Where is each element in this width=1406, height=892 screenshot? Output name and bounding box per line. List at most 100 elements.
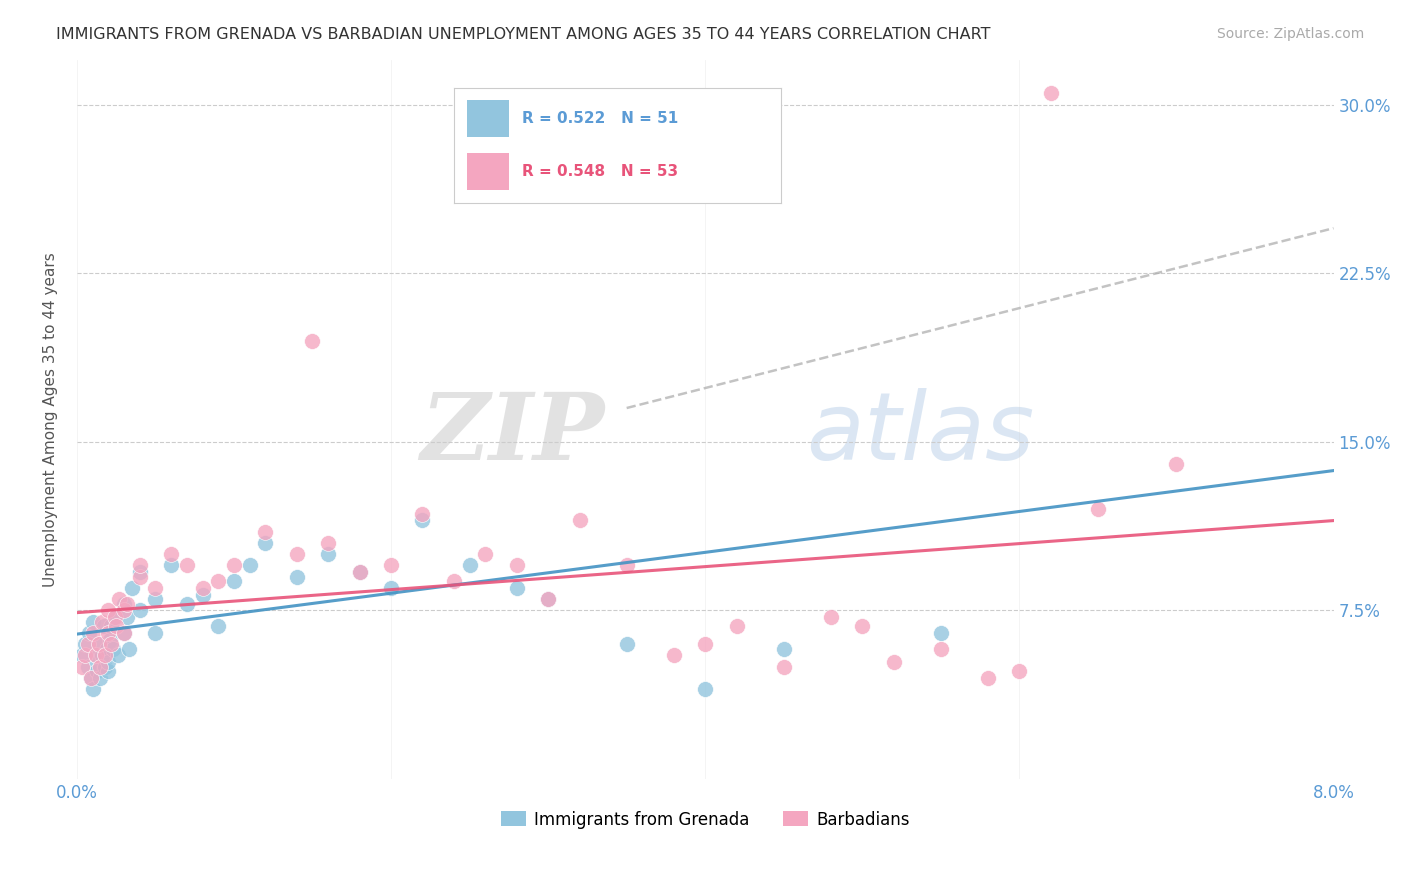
Legend: Immigrants from Grenada, Barbadians: Immigrants from Grenada, Barbadians <box>494 804 917 835</box>
Point <box>105 610 128 624</box>
Point <box>160 547 183 561</box>
Point <box>80 671 103 685</box>
Point <box>349 565 371 579</box>
Point <box>176 558 198 573</box>
Point <box>112 603 135 617</box>
Point <box>207 619 229 633</box>
Point <box>97 625 120 640</box>
Point <box>772 659 794 673</box>
Point <box>94 648 117 663</box>
Point <box>191 588 214 602</box>
Point <box>101 641 124 656</box>
Point <box>82 625 104 640</box>
Point <box>79 625 101 640</box>
Point <box>977 671 1000 685</box>
Point <box>537 592 560 607</box>
Point <box>73 637 96 651</box>
Point <box>505 581 527 595</box>
Point <box>380 558 402 573</box>
Text: Source: ZipAtlas.com: Source: ZipAtlas.com <box>1216 27 1364 41</box>
Point <box>103 610 125 624</box>
Y-axis label: Unemployment Among Ages 35 to 44 years: Unemployment Among Ages 35 to 44 years <box>44 252 58 587</box>
Point <box>316 547 339 561</box>
Point <box>145 625 167 640</box>
Point <box>160 558 183 573</box>
Text: ZIP: ZIP <box>420 389 605 479</box>
Point <box>97 603 120 617</box>
Point <box>76 659 98 673</box>
Point <box>254 524 277 539</box>
Point <box>87 637 110 651</box>
Point <box>107 648 129 663</box>
Point <box>820 610 842 624</box>
Point <box>128 603 150 617</box>
Point <box>128 569 150 583</box>
Point <box>100 637 122 651</box>
Point <box>851 619 873 633</box>
Point <box>1008 664 1031 678</box>
Point <box>349 565 371 579</box>
Point <box>222 574 245 588</box>
Point <box>93 619 115 633</box>
Text: atlas: atlas <box>806 388 1033 479</box>
Point <box>100 619 122 633</box>
Point <box>70 648 93 663</box>
Point <box>1039 87 1062 101</box>
Point <box>89 659 111 673</box>
Text: IMMIGRANTS FROM GRENADA VS BARBADIAN UNEMPLOYMENT AMONG AGES 35 TO 44 YEARS CORR: IMMIGRANTS FROM GRENADA VS BARBADIAN UNE… <box>56 27 991 42</box>
Point <box>121 581 143 595</box>
Point <box>118 641 141 656</box>
Point <box>411 513 433 527</box>
Point <box>301 334 323 348</box>
Point <box>176 597 198 611</box>
Point <box>91 648 114 663</box>
Point <box>112 625 135 640</box>
Point <box>96 641 118 656</box>
Point <box>411 507 433 521</box>
Point <box>84 648 107 663</box>
Point <box>191 581 214 595</box>
Point <box>254 536 277 550</box>
Point <box>76 637 98 651</box>
Point <box>70 659 93 673</box>
Point <box>97 664 120 678</box>
Point <box>1166 457 1188 471</box>
Point <box>662 165 685 179</box>
Point <box>112 597 135 611</box>
Point <box>128 558 150 573</box>
Point <box>145 592 167 607</box>
Point <box>380 581 402 595</box>
Point <box>616 558 638 573</box>
Point <box>443 574 465 588</box>
Point <box>115 597 138 611</box>
Point <box>537 592 560 607</box>
Point <box>568 513 591 527</box>
Point <box>108 592 131 607</box>
Point <box>239 558 262 573</box>
Point <box>458 558 481 573</box>
Point <box>128 565 150 579</box>
Point <box>207 574 229 588</box>
Point <box>285 547 308 561</box>
Point <box>73 648 96 663</box>
Point <box>316 536 339 550</box>
Point <box>616 637 638 651</box>
Point <box>505 558 527 573</box>
Point <box>883 655 905 669</box>
Point <box>474 547 496 561</box>
Point <box>112 625 135 640</box>
Point <box>84 648 107 663</box>
Point <box>662 648 685 663</box>
Point <box>695 637 717 651</box>
Point <box>285 569 308 583</box>
Point <box>86 664 108 678</box>
Point <box>695 681 717 696</box>
Point <box>82 681 104 696</box>
Point <box>929 641 952 656</box>
Point <box>82 615 104 629</box>
Point <box>97 655 120 669</box>
Point <box>115 610 138 624</box>
Point <box>98 632 121 647</box>
Point <box>725 619 748 633</box>
Point <box>91 615 114 629</box>
